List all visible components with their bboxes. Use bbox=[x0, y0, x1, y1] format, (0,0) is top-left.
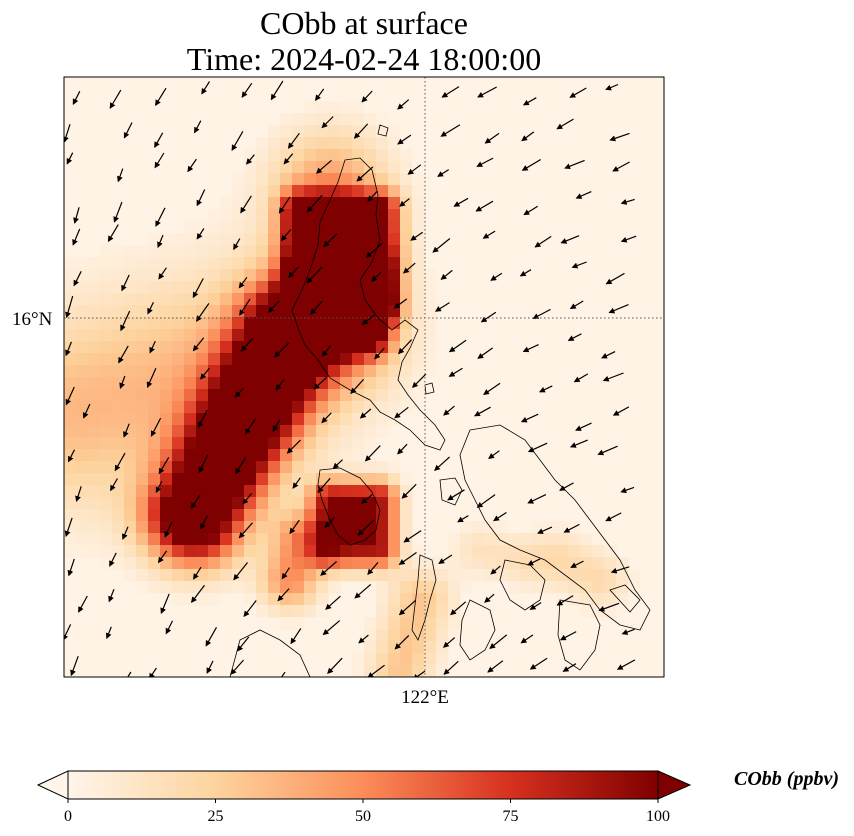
colorbar-tick-label: 50 bbox=[355, 808, 371, 825]
cobb-concentration-field bbox=[64, 101, 641, 677]
colorbar-extend-high bbox=[657, 770, 692, 800]
latitude-label: 16°N bbox=[12, 309, 53, 330]
map-subtitle-time: Time: 2024-02-24 18:00:00 bbox=[186, 41, 542, 77]
colorbar-label: CObb (ppbv) bbox=[734, 768, 839, 790]
colorbar-tick-label: 25 bbox=[208, 808, 224, 825]
colorbar: 0 25 50 75 100 bbox=[36, 770, 692, 825]
longitude-label: 122°E bbox=[401, 687, 449, 708]
wind-vectors bbox=[64, 80, 637, 677]
colorbar-gradient bbox=[68, 771, 658, 799]
map-title: CObb at surface bbox=[260, 5, 468, 41]
colorbar-tick-label: 75 bbox=[503, 808, 519, 825]
colorbar-tick-label: 0 bbox=[64, 808, 72, 825]
map-frame bbox=[63, 76, 665, 678]
colorbar-tick-label: 100 bbox=[646, 808, 670, 825]
colorbar-extend-low bbox=[36, 770, 69, 800]
map-plot-area bbox=[64, 77, 664, 677]
